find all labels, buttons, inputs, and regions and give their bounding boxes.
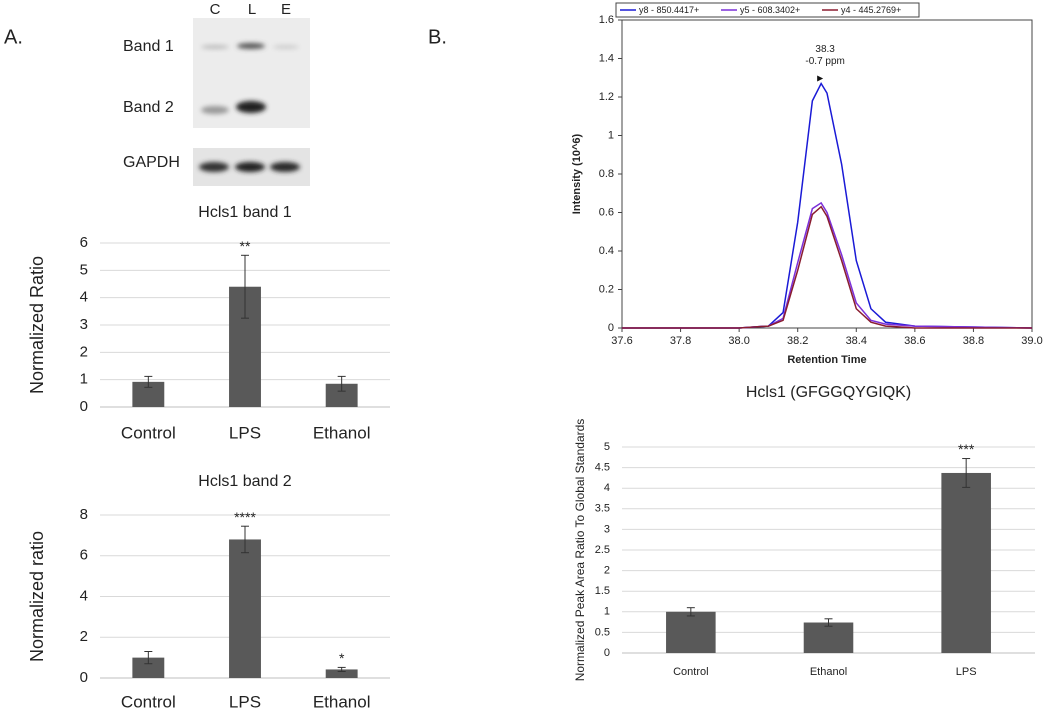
x-tick-label: 38.4 (846, 335, 867, 347)
panel-label: A. (4, 26, 23, 48)
y-axis-label: Normalized ratio (27, 531, 47, 662)
y-tick-label: 4 (80, 289, 88, 306)
peak-label: -0.7 ppm (805, 56, 844, 67)
y-tick-label: 0 (80, 669, 88, 686)
x-tick-label: 38.2 (787, 335, 808, 347)
error-bar (144, 375, 153, 388)
y-tick-label: 0 (604, 647, 610, 659)
legend-label: y5 - 608.3402+ (740, 5, 800, 15)
chart-title: Hcls1 (GFGGQYGIQK) (746, 384, 911, 401)
y-tick-label: 5 (604, 441, 610, 453)
y-tick-label: 0 (80, 398, 88, 415)
x-tick-label: Control (673, 666, 708, 678)
legend-box (615, 2, 920, 18)
chart-title: Hcls1 band 1 (198, 204, 291, 221)
panel-label: B. (428, 26, 447, 48)
y-tick-label: 1 (604, 606, 610, 618)
error-bar (337, 375, 346, 392)
x-tick-label: Ethanol (810, 666, 847, 678)
significance-label: **** (234, 509, 256, 525)
peak-marker (817, 75, 824, 82)
bar (325, 383, 358, 407)
x-tick-label: Ethanol (313, 423, 371, 442)
y-axis-label: Intensity (10^6) (571, 133, 583, 214)
significance-label: ** (240, 238, 251, 254)
y-tick-label: 0.2 (599, 283, 614, 295)
x-tick-label: Ethanol (313, 692, 371, 711)
x-tick-label: Control (121, 423, 176, 442)
blot-row-label: Band 2 (123, 99, 174, 116)
y-tick-label: 8 (80, 506, 88, 523)
y-axis-label: Normalized Peak Area Ratio To Global Sta… (573, 418, 587, 682)
error-bar (337, 666, 346, 672)
error-bar (824, 618, 833, 627)
bar (941, 472, 991, 653)
error-bar (144, 651, 153, 665)
bar (229, 539, 261, 678)
y-tick-label: 1 (80, 371, 88, 388)
significance-label: *** (958, 441, 975, 457)
y-tick-label: 1.6 (599, 14, 614, 26)
y-tick-label: 4.5 (595, 462, 610, 474)
series-line (622, 201, 1033, 329)
x-axis-label: Retention Time (787, 354, 866, 366)
x-tick-label: 38.0 (728, 335, 749, 347)
bar (325, 669, 358, 678)
y-tick-label: 2 (604, 565, 610, 577)
lane-label: C (210, 1, 221, 18)
error-bar (241, 525, 249, 554)
y-tick-label: 1.5 (595, 585, 610, 597)
y-tick-label: 5 (80, 261, 88, 278)
y-tick-label: 3 (80, 316, 88, 333)
x-tick-label: 39.0 (1021, 335, 1042, 347)
y-tick-label: 0.6 (599, 206, 614, 218)
y-tick-label: 4 (604, 482, 610, 494)
x-tick-label: LPS (229, 692, 261, 711)
bar (803, 622, 854, 653)
y-tick-label: 3.5 (595, 503, 610, 515)
y-tick-label: 2 (80, 343, 88, 360)
bar (666, 611, 716, 653)
chart-title: Hcls1 band 2 (198, 473, 291, 490)
x-tick-label: 37.8 (670, 335, 691, 347)
blot-row-label: GAPDH (123, 154, 180, 171)
y-tick-label: 6 (80, 547, 88, 564)
y-tick-label: 3 (604, 523, 610, 535)
legend-label: y8 - 850.4417+ (639, 5, 699, 15)
x-tick-label: 38.6 (904, 335, 925, 347)
y-tick-label: 0.8 (599, 168, 614, 180)
series-line (622, 81, 1033, 329)
x-tick-label: LPS (956, 666, 977, 678)
x-tick-label: 38.8 (963, 335, 984, 347)
y-tick-label: 1 (608, 129, 614, 141)
blot-row-label: Band 1 (123, 38, 174, 55)
error-bar (686, 607, 695, 617)
y-tick-label: 0.4 (599, 245, 614, 257)
y-tick-label: 0 (608, 322, 614, 334)
error-bar (962, 458, 971, 488)
y-tick-label: 1.4 (599, 52, 614, 64)
y-tick-label: 1.2 (599, 91, 614, 103)
x-tick-label: Control (121, 692, 176, 711)
peak-label: 38.3 (815, 44, 835, 55)
lane-label: E (281, 1, 291, 18)
blot-image (193, 18, 310, 186)
y-axis-label: Normalized Ratio (27, 256, 47, 394)
y-tick-label: 6 (80, 234, 88, 251)
y-tick-label: 4 (80, 587, 88, 604)
lane-label: L (248, 1, 256, 18)
y-tick-label: 2.5 (595, 544, 610, 556)
error-bar (241, 254, 249, 319)
y-tick-label: 0.5 (595, 626, 610, 638)
bar (132, 657, 165, 678)
legend-label: y4 - 445.2769+ (841, 5, 901, 15)
x-tick-label: LPS (229, 423, 261, 442)
series-line (622, 205, 1032, 329)
y-tick-label: 2 (80, 628, 88, 645)
significance-label: * (339, 650, 345, 666)
x-tick-label: 37.6 (611, 335, 632, 347)
